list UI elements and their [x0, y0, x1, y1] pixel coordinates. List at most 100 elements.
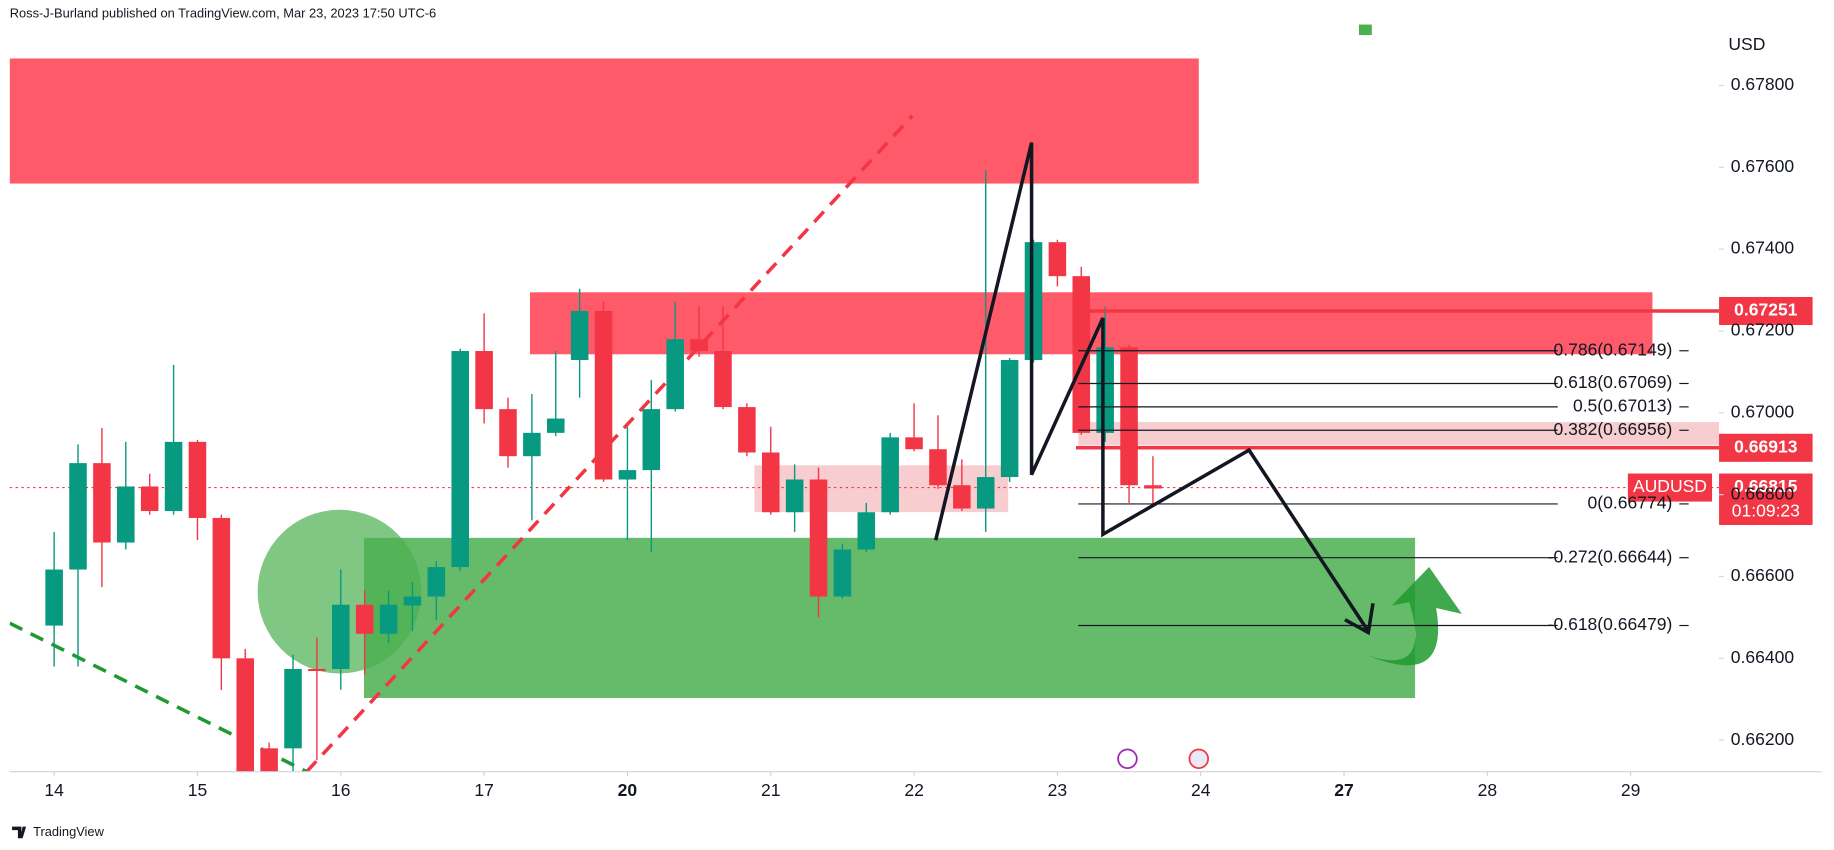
candle-body	[1096, 347, 1114, 433]
candle-body	[140, 486, 159, 512]
y-tick-label: 0.67400	[1731, 238, 1795, 258]
logo	[12, 826, 27, 839]
candle-body	[857, 512, 876, 550]
candle-body	[308, 668, 326, 672]
x-tick-label: 17	[474, 780, 493, 800]
candle-body	[881, 437, 899, 513]
candle-body	[642, 409, 661, 471]
fib-band	[1078, 422, 1720, 446]
candle-body	[1072, 276, 1091, 433]
price-tags: 0.67251 0.66913 AUDUSD 0.66815 01:09:23	[1627, 296, 1813, 525]
fib-label: 0.5(0.67013)	[1573, 396, 1672, 416]
y-tick-label: 0.67000	[1731, 401, 1795, 421]
y-tick-label: 0.67800	[1731, 74, 1795, 94]
candle-body	[188, 441, 207, 518]
candle-body	[117, 486, 135, 543]
x-tick-label: 24	[1191, 780, 1211, 800]
support-zone	[363, 537, 1416, 699]
candle-body	[236, 658, 255, 772]
y-tick-label: 0.67600	[1731, 156, 1795, 176]
fib-label: -0.272(0.66644)	[1548, 546, 1673, 566]
pattern-path	[934, 142, 1370, 633]
candle-body	[738, 407, 756, 453]
resistance-zone	[9, 58, 1199, 184]
up-arrow	[1365, 567, 1462, 666]
drawings	[9, 58, 1720, 772]
event-icon	[1117, 748, 1138, 770]
symbol-label: AUDUSD	[1633, 476, 1707, 496]
x-tick-label: 27	[1334, 780, 1353, 800]
x-tick-label: 22	[904, 780, 923, 800]
candle-body	[1000, 360, 1019, 478]
candle-body	[93, 463, 111, 543]
x-tick-label: 16	[331, 780, 350, 800]
candle-body	[1144, 485, 1162, 489]
x-tick-label: 23	[1048, 780, 1067, 800]
candle-body	[379, 604, 398, 634]
candle-body	[523, 432, 541, 457]
arrow-head	[1344, 603, 1375, 636]
price-tag-label: 0.66815	[1734, 476, 1798, 496]
y-tick-label: 0.66400	[1731, 647, 1795, 667]
y-tick-label: 0.66600	[1731, 565, 1795, 585]
candle-body	[427, 567, 446, 597]
candle-body	[284, 668, 302, 749]
candle-body	[953, 485, 971, 509]
candle-body	[260, 748, 278, 772]
candle-body	[546, 418, 565, 433]
event-icon	[1188, 748, 1210, 770]
candle-body	[761, 452, 780, 513]
candle-body	[785, 479, 804, 513]
candle-body	[403, 596, 422, 606]
candle-body	[451, 351, 469, 568]
x-tick-label: 14	[44, 780, 64, 800]
price-tag-label: 0.66913	[1734, 436, 1798, 456]
candle-body	[212, 517, 231, 659]
fib-label: 0.618(0.67069)	[1553, 372, 1672, 392]
candle-body	[690, 339, 708, 352]
x-tick-label: 28	[1478, 780, 1497, 800]
y-tick-label: 0.67200	[1731, 320, 1795, 340]
candle-body	[475, 351, 493, 410]
candle-body	[809, 479, 828, 597]
candle-body	[833, 549, 852, 597]
price-tag	[1719, 433, 1813, 462]
candle-body	[976, 477, 995, 509]
overlay	[934, 24, 1720, 770]
countdown: 01:09:23	[1732, 501, 1800, 521]
x-tick-label: 15	[188, 780, 207, 800]
price-tag	[1719, 473, 1813, 525]
candle-body	[332, 604, 350, 669]
candle-body	[1048, 242, 1067, 277]
x-tick-label: 29	[1621, 780, 1640, 800]
fib-label: 0(0.66774)	[1588, 493, 1673, 513]
price-tag-label: 0.67251	[1734, 300, 1798, 320]
candle-body	[1024, 242, 1043, 361]
marker	[1358, 24, 1372, 36]
x-tick-label: 21	[761, 780, 780, 800]
candle-body	[164, 441, 183, 512]
candle-body	[714, 351, 732, 408]
candle-body	[929, 449, 947, 486]
candle-body	[499, 409, 517, 457]
fib-label: 0.786(0.67149)	[1553, 339, 1672, 359]
candle-body	[666, 339, 684, 410]
candle-body	[618, 470, 637, 480]
candle-body	[905, 437, 923, 450]
currency: USD	[1728, 34, 1765, 54]
trend-line	[9, 621, 308, 772]
header: Ross-J-Burland published on TradingView.…	[10, 5, 436, 20]
candle-body	[594, 310, 613, 480]
candle-body	[355, 604, 374, 634]
fib-label: 0.382(0.66956)	[1553, 419, 1672, 439]
candle-body	[69, 463, 87, 570]
candle-body	[1120, 347, 1138, 486]
candle-body	[45, 569, 63, 626]
candle-body	[570, 310, 589, 361]
y-tick-label: 0.66800	[1731, 483, 1795, 503]
price-tag	[1719, 296, 1813, 326]
x-tick-label: 20	[618, 780, 638, 800]
fib-label: -0.618(0.66479)	[1548, 614, 1673, 634]
